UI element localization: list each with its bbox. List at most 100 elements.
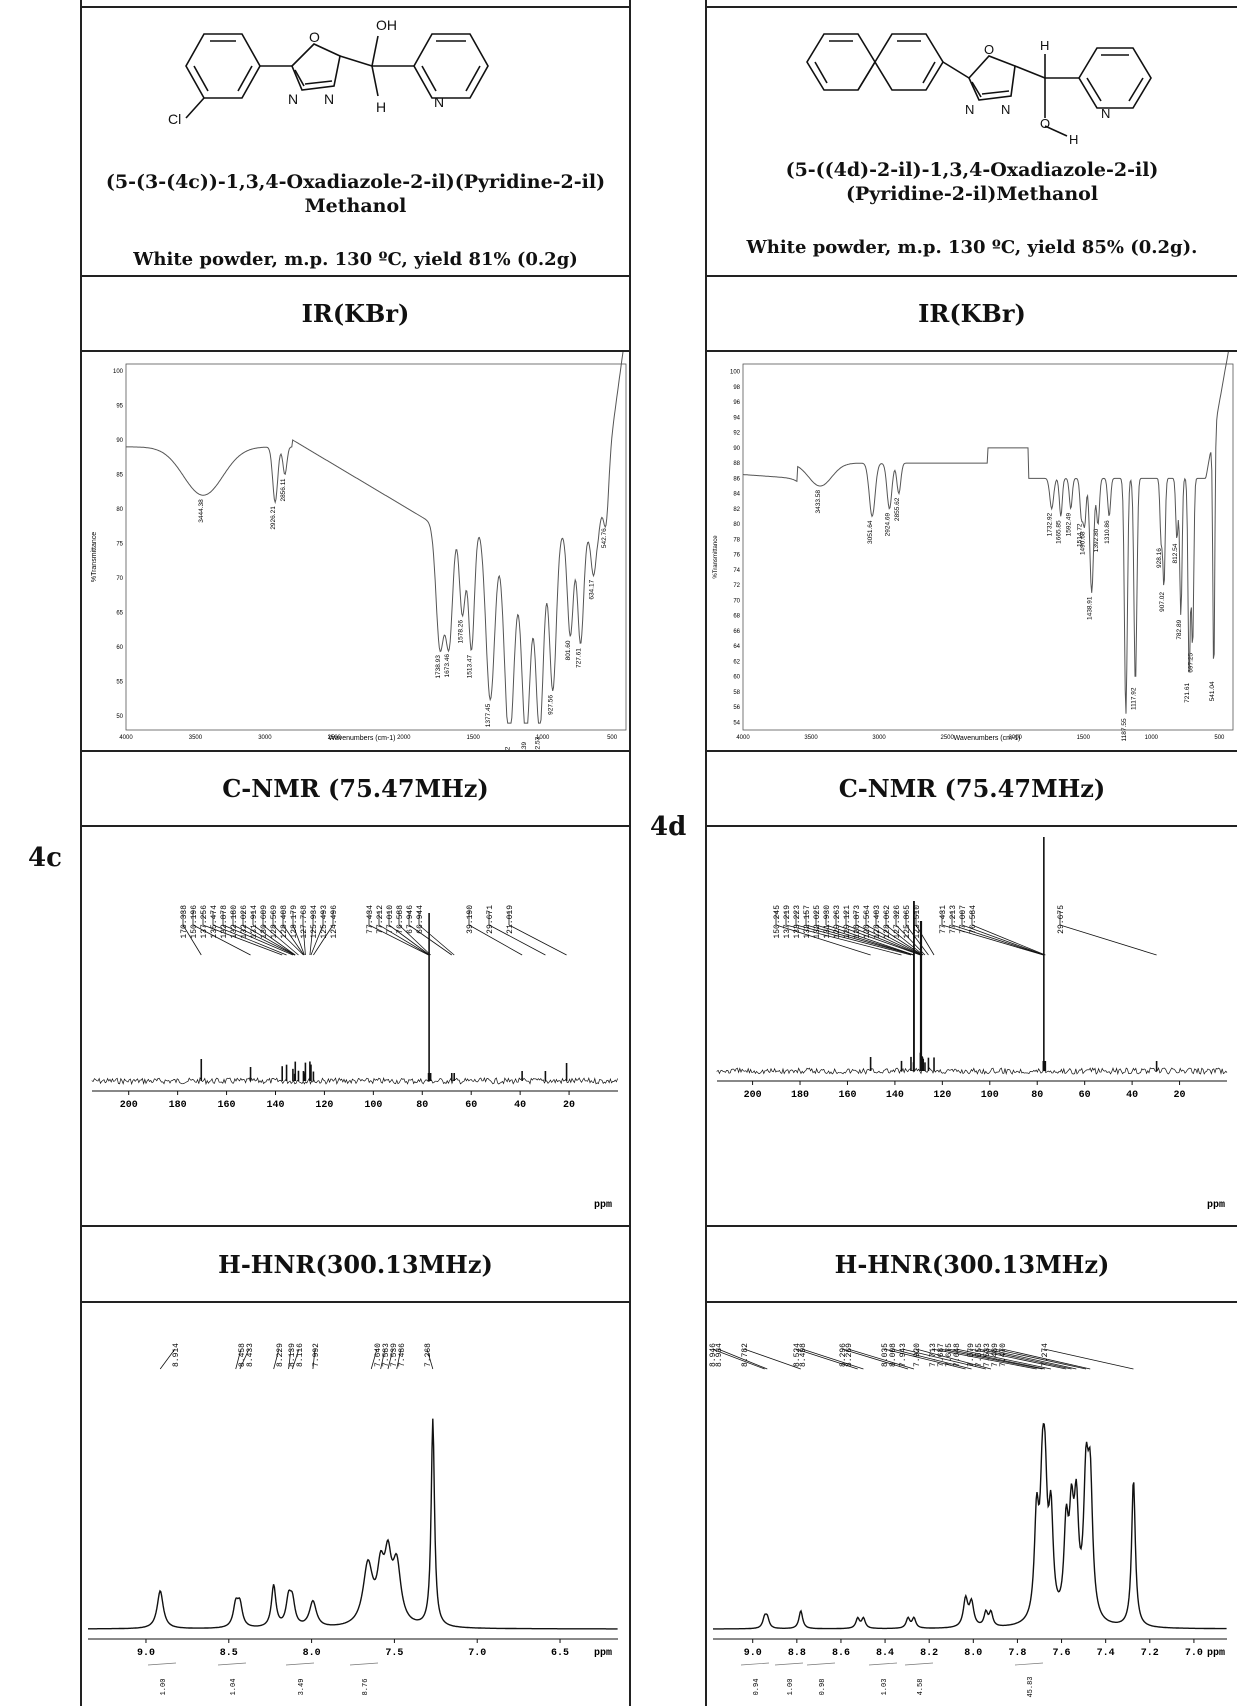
h-nmr-peak-label: 8.524 bbox=[793, 1343, 802, 1367]
h-nmr-leader bbox=[426, 1348, 434, 1370]
c-nmr-leader bbox=[378, 924, 430, 956]
c-nmr-xtick: 180 bbox=[791, 1090, 809, 1101]
ir-peak-label: 1490.68 bbox=[1080, 531, 1087, 555]
ir-ytick: 86 bbox=[733, 476, 740, 482]
c-nmr-peak-label: 170.338 bbox=[180, 905, 189, 939]
atom-h-methine: H bbox=[1040, 38, 1049, 53]
h-nmr-leader bbox=[380, 1348, 386, 1370]
h-nmr-xtick: 7.4 bbox=[1097, 1648, 1115, 1659]
ir-xtick: 1000 bbox=[1145, 735, 1159, 741]
h-nmr-leader bbox=[292, 1348, 300, 1370]
ir-peak-label: 1377.45 bbox=[485, 703, 492, 727]
ir-ytick: 60 bbox=[733, 675, 740, 681]
c-nmr-peak-label: 132.878 bbox=[220, 905, 229, 939]
ir-xtick: 4000 bbox=[119, 735, 133, 741]
c-nmr-leader bbox=[941, 924, 1044, 956]
c-nmr-peak-label: 128.062 bbox=[883, 905, 892, 939]
h-nmr-leader bbox=[239, 1348, 250, 1370]
h-nmr-integral-value: 45.83 bbox=[1027, 1676, 1035, 1697]
c-nmr-peak-label: 77.007 bbox=[959, 905, 968, 934]
h-nmr-integral-line bbox=[904, 1662, 934, 1666]
c-nmr-peak-label: 131.930 bbox=[823, 905, 832, 939]
c-nmr-peak-label: 77.213 bbox=[949, 905, 958, 934]
h-nmr-leader bbox=[743, 1348, 801, 1370]
c-nmr-leader bbox=[212, 924, 287, 956]
ir-xtick: 1500 bbox=[467, 735, 481, 741]
c-nmr-leader bbox=[222, 924, 294, 956]
h-nmr-title-4c: H-HNR(300.13MHz) bbox=[218, 1249, 493, 1279]
h-nmr-leader bbox=[883, 1348, 966, 1370]
c-nmr-peak-label: 77.431 bbox=[939, 905, 948, 934]
atom-n1: N bbox=[965, 102, 974, 117]
h-nmr-integral-line bbox=[217, 1662, 247, 1666]
h-nmr-peak-label: 7.583 bbox=[382, 1343, 391, 1367]
c-nmr-peak-label: 77.010 bbox=[386, 905, 395, 934]
h-nmr-leader bbox=[985, 1348, 1077, 1370]
ir-ytick: 90 bbox=[733, 446, 740, 452]
c-nmr-leader bbox=[388, 924, 430, 956]
c-nmr-leader bbox=[845, 924, 921, 956]
ir-ytick: 62 bbox=[733, 659, 740, 665]
h-nmr-xtick: 7.2 bbox=[1141, 1648, 1159, 1659]
ir-xtick: 2000 bbox=[1009, 735, 1023, 741]
h-nmr-xtick: 7.0 bbox=[468, 1648, 486, 1659]
c-nmr-xtick: 160 bbox=[218, 1100, 236, 1111]
ir-ytick: 60 bbox=[116, 645, 123, 651]
c-nmr-peak-label: 127.768 bbox=[300, 905, 309, 939]
h-nmr-peak-label: 7.539 bbox=[390, 1343, 399, 1367]
c-nmr-peak-label: 133.223 bbox=[793, 905, 802, 939]
h-nmr-integral-value: 0.94 bbox=[753, 1679, 761, 1696]
c-nmr-leader bbox=[825, 924, 915, 956]
c-nmr-xtick: 80 bbox=[1031, 1090, 1043, 1101]
c-nmr-peak-label: 39.190 bbox=[466, 905, 475, 934]
c-nmr-xtick: 20 bbox=[563, 1100, 575, 1111]
h-nmr-leader bbox=[396, 1348, 402, 1370]
compound-4d-name-line1: (5-((4d)-2-il)-1,3,4-Oxadiazole-2-il) bbox=[785, 159, 1159, 181]
h-nmr-integral-value: 1.03 bbox=[881, 1679, 889, 1696]
c-nmr-xtick: 40 bbox=[514, 1100, 526, 1111]
h-nmr-peak-label: 8.139 bbox=[288, 1343, 297, 1367]
h-nmr-xtick: 8.0 bbox=[303, 1648, 321, 1659]
ir-ytick: 80 bbox=[116, 507, 123, 513]
h-nmr-peak-label: 7.274 bbox=[1041, 1343, 1050, 1367]
c-nmr-leader bbox=[895, 924, 926, 956]
h-nmr-peak-label: 8.782 bbox=[741, 1343, 750, 1367]
ir-curve bbox=[126, 352, 624, 724]
h-nmr-leader bbox=[841, 1348, 909, 1370]
h-nmr-peak-label: 8.946 bbox=[709, 1343, 718, 1367]
c-nmr-xtick: 40 bbox=[1126, 1090, 1138, 1101]
compound-4d-name-line2: (Pyridine-2-il)Methanol bbox=[845, 183, 1099, 205]
h-nmr-xtick: 8.0 bbox=[964, 1648, 982, 1659]
ir-peak-label: 1514.72 bbox=[1076, 523, 1083, 547]
h-nmr-peak-label: 7.555 bbox=[975, 1343, 984, 1367]
h-nmr-integral-value: 8.76 bbox=[362, 1679, 370, 1696]
c-nmr-leader bbox=[302, 924, 306, 956]
c-nmr-spectrum-4d: 150.245 137.219 133.223 132.157 132.025 131.9… bbox=[716, 837, 1228, 1211]
ir-xlabel: Wavenumbers (cm-1) bbox=[953, 735, 1020, 742]
ir-peak-label: 928.16 bbox=[1156, 548, 1163, 568]
c-nmr-peak-label: 127.326 bbox=[893, 905, 902, 939]
h-nmr-leader bbox=[717, 1348, 768, 1370]
c-nmr-leader bbox=[805, 924, 914, 956]
c-nmr-leader bbox=[875, 924, 923, 956]
ir-ytick: 80 bbox=[733, 522, 740, 528]
ir-ytick: 68 bbox=[733, 614, 740, 620]
c-nmr-leader bbox=[309, 924, 314, 956]
c-nmr-peak-label: 77.212 bbox=[376, 905, 385, 934]
ir-ytick: 66 bbox=[733, 629, 740, 635]
compound-4c-description: White powder, m.p. 130 ºC, yield 81% (0.… bbox=[133, 249, 578, 270]
c-nmr-xtick: 140 bbox=[886, 1090, 904, 1101]
h-nmr-integral-line bbox=[740, 1662, 770, 1666]
c-nmr-peak-label: 77.434 bbox=[366, 905, 375, 934]
ir-ytick: 56 bbox=[733, 705, 740, 711]
compound-4d-name: (5-((4d)-2-il)-1,3,4-Oxadiazole-2-il) (P… bbox=[707, 158, 1237, 206]
h-nmr-peak-label: 8.035 bbox=[881, 1343, 890, 1367]
ir-peak-label: 721.61 bbox=[1184, 683, 1191, 703]
atom-o: O bbox=[309, 29, 320, 45]
ir-spectrum-4c: %Transmittance Wavenumbers (cm-1) 100 95 9… bbox=[91, 352, 627, 750]
compound-4c-info: Cl O N N OH H N (5-(3-(4c))-1,3,4-Oxadia… bbox=[82, 8, 629, 275]
h-nmr-integral-value: 3.49 bbox=[298, 1679, 306, 1696]
c-nmr-baseline bbox=[91, 1076, 618, 1086]
c-nmr-peak-label: 132.025 bbox=[813, 905, 822, 939]
h-nmr-leader bbox=[947, 1348, 1046, 1370]
